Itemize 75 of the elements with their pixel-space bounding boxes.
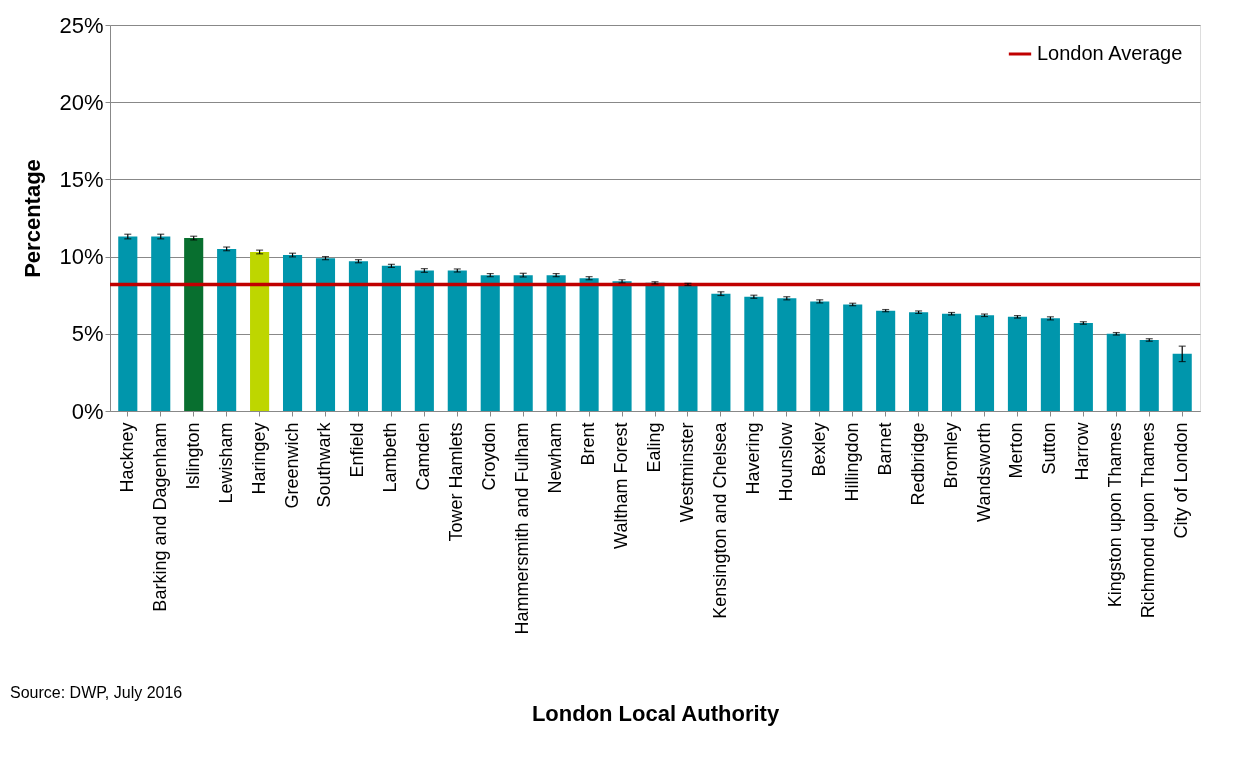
x-tick-label: Richmond upon Thames [1138,422,1159,619]
x-tick-label: Sutton [1039,422,1060,475]
bar [1139,339,1159,411]
x-tick-label: Lambeth [380,422,401,493]
x-tick-label: Hillingdon [841,422,862,502]
x-tick-label: Redbridge [907,422,928,506]
y-tick-label: 20% [59,89,104,115]
x-tick-label: Brent [578,422,599,466]
bar [447,270,467,411]
x-tick-label: Havering [742,422,763,495]
bar [381,265,401,411]
x-tick-label: Ealing [644,422,664,473]
bar [711,293,731,411]
x-tick-label: Hammersmith and Fulham [512,422,533,635]
bar [909,312,929,411]
bar [843,304,863,411]
source-note: Source: DWP, July 2016 [10,684,183,701]
y-tick-label: 10% [59,244,104,270]
bar [282,255,303,411]
y-tick-label: 5% [71,321,104,347]
y-tick-label: 25% [59,12,104,38]
bar [777,298,797,411]
bar [250,251,270,411]
bar [217,248,237,411]
bar [546,275,566,411]
bar [579,278,599,411]
bar [513,275,533,411]
bar [810,301,830,411]
x-tick-label: Tower Hamlets [446,422,467,542]
x-tick-label: Haringey [248,422,269,495]
x-tick-label: Greenwich [281,422,302,509]
x-tick-label: Harrow [1072,421,1093,481]
x-tick-label: Southwark [314,421,335,508]
x-tick-label: Bexley [808,422,829,477]
bar [942,313,962,411]
x-tick-label: Waltham Forest [611,422,632,549]
bar [1040,318,1060,411]
bar [414,270,434,411]
bar [118,236,138,411]
x-tick-label: Kingston upon Thames [1105,422,1126,608]
x-tick-label: Westminster [676,422,697,523]
bar [678,284,698,411]
bar [348,261,368,411]
y-tick-label: 0% [71,398,104,424]
bar [151,236,171,411]
legend-label: London Average [1037,42,1183,64]
bar [480,275,500,411]
bar [1172,353,1192,411]
x-tick-label: Wandsworth [973,422,994,522]
x-tick-label: Barnet [874,422,895,476]
x-axis-title: London Local Authority [531,700,780,726]
x-tick-label: Camden [413,422,434,491]
x-tick-label: Islington [182,422,203,490]
x-tick-label: Hackney [116,422,137,493]
bar [1007,316,1028,411]
bar [612,281,632,411]
x-tick-label: City of London [1171,422,1192,539]
bar [1106,333,1126,411]
bar [1073,322,1093,411]
x-tick-label: Newham [545,422,566,494]
y-tick-label: 15% [59,166,104,192]
bar [184,238,204,411]
x-tick-label: Croydon [479,422,500,491]
x-tick-label: Lewisham [215,422,236,504]
x-tick-label: Enfield [347,422,368,478]
bar [974,315,995,411]
bar [744,296,764,411]
x-tick-label: Hounslow [775,421,796,502]
x-tick-label: Kensington and Chelsea [709,421,730,619]
bar [315,258,336,411]
y-axis-title: Percentage [20,159,46,278]
x-tick-label: Merton [1006,422,1027,479]
x-tick-label: Barking and Dagenham [149,422,170,612]
bar [876,310,896,411]
x-tick-label: Bromley [940,422,961,489]
